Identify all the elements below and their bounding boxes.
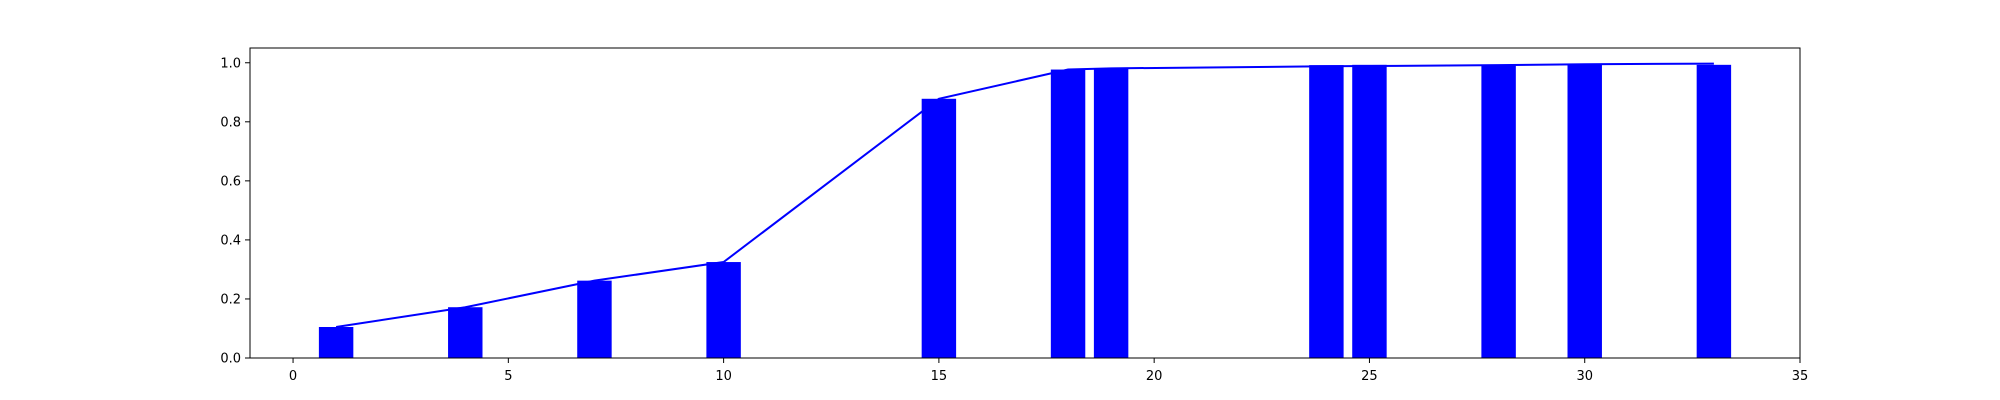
x-tick-label: 10 <box>715 369 732 384</box>
series-line <box>335 62 1714 328</box>
y-tick-label: 0.2 <box>220 292 241 307</box>
plot-background <box>250 48 1800 358</box>
bar <box>1352 64 1387 358</box>
y-tick-label: 1.0 <box>220 56 241 71</box>
bar <box>448 307 483 358</box>
y-tick-label: 0.8 <box>220 115 241 130</box>
x-tick-label: 5 <box>504 369 512 384</box>
bar <box>1481 64 1516 359</box>
bar <box>1567 63 1602 359</box>
bar <box>1050 69 1086 359</box>
plot-frame <box>249 47 1801 359</box>
bar <box>1309 65 1344 358</box>
line-layer <box>335 62 1714 328</box>
y-tick-label: 0.4 <box>220 233 241 248</box>
x-tick-label: 0 <box>289 369 297 384</box>
bar <box>318 327 354 358</box>
x-tick-label: 35 <box>1792 369 1809 384</box>
y-tick-label: 0.6 <box>220 174 241 189</box>
x-axis: 0 5 10 15 20 25 30 35 <box>289 358 1808 384</box>
bar <box>706 262 741 358</box>
y-axis: 0.0 0.2 0.4 0.6 0.8 1.0 <box>220 56 250 367</box>
bar <box>1696 64 1732 358</box>
x-tick-label: 25 <box>1361 369 1378 384</box>
x-tick-label: 20 <box>1146 369 1163 384</box>
bar <box>577 280 612 358</box>
x-tick-label: 30 <box>1576 369 1593 384</box>
y-tick-label: 0.0 <box>220 352 241 367</box>
bars-layer <box>318 63 1732 359</box>
bar <box>1093 68 1129 358</box>
bar <box>921 98 957 359</box>
x-tick-label: 15 <box>931 369 948 384</box>
